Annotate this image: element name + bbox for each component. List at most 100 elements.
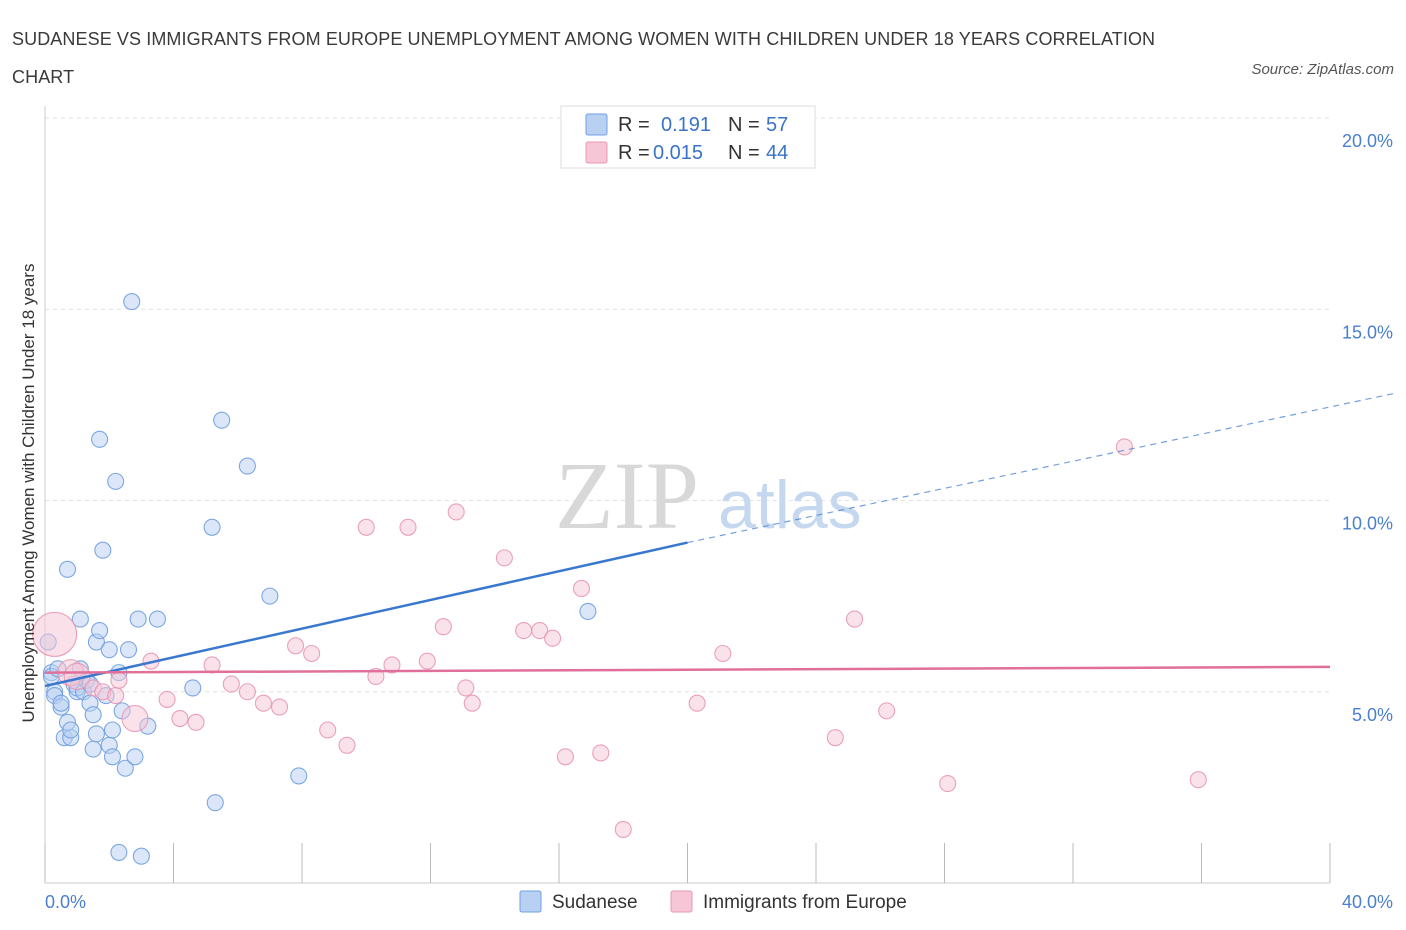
sudanese-point [126,748,144,766]
sudanese-points [39,293,597,865]
sudanese-point [261,587,279,605]
axes [44,106,1331,884]
europe-point [1189,771,1207,789]
europe-point [418,652,436,670]
sudanese-point [58,560,77,578]
grid-lines [45,117,1330,693]
europe-point [107,687,125,705]
legend-n-value-sudanese: 57 [766,114,788,136]
legend-r-label-europe: R = [618,142,650,164]
europe-point [688,694,706,712]
europe-point [110,671,128,689]
sudanese-point [119,641,138,659]
europe-point [714,644,732,663]
sudanese-point [103,721,122,739]
legend-n-value-europe: 44 [766,142,788,164]
sudanese-point [103,748,122,766]
europe-point [238,683,256,701]
sudanese-point [84,706,102,724]
europe-point [187,713,205,731]
sudanese-point [132,847,150,865]
bottom-legend-swatch-europe [670,890,693,913]
europe-point [222,675,240,693]
europe-point [556,748,574,766]
series-legend: Sudanese Immigrants from Europe [519,890,907,913]
legend-swatch-sudanese [585,113,608,136]
europe-point [878,702,896,720]
sudanese-point [148,610,166,628]
europe-point [531,621,549,640]
legend-r-label-sudanese: R = [618,114,650,136]
europe-point [158,690,176,708]
sudanese-point [62,721,80,739]
sudanese-point [71,610,89,628]
europe-point [447,503,465,521]
europe-points [32,438,1207,839]
y-tick-label-2: 15.0% [1342,322,1393,342]
source-label: Source: ZipAtlas.com [1251,61,1394,78]
sudanese-point [87,725,105,743]
europe-point [357,518,375,536]
sudanese-point [129,610,147,628]
chart-title: SUDANESE VS IMMIGRANTS FROM EUROPE UNEMP… [12,29,1156,87]
y-tick-label-3: 20.0% [1342,131,1393,151]
europe-point [367,667,385,686]
europe-point [434,618,452,636]
sudanese-point [52,694,70,712]
europe-point [463,694,481,712]
legend-swatch-europe [585,141,608,164]
europe-point [457,679,475,697]
europe-point [399,518,417,536]
y-tick-label-1: 10.0% [1342,514,1393,534]
sudanese-point [184,679,202,697]
europe-point [845,610,864,628]
europe-point [270,698,289,716]
correlation-legend: R = 0.191 N = 57 R = 0.015 N = 44 [560,105,816,169]
europe-point [383,656,401,674]
y-tick-labels: 5.0% 10.0% 15.0% 20.0% [1342,131,1393,725]
europe-point [544,629,562,647]
legend-r-value-europe: 0.015 [653,142,703,164]
watermark: ZIP atlas [555,442,862,549]
europe-point [338,736,356,754]
europe-point [32,611,78,657]
europe-point [614,820,632,839]
europe-point [254,694,273,712]
europe-point [939,774,957,793]
sudanese-point [91,430,109,448]
sudanese-point [110,843,128,861]
sudanese-point [203,518,221,536]
sudanese-point [579,602,597,620]
europe-point [826,729,844,747]
europe-point [592,744,610,762]
europe-point [319,721,337,739]
europe-point [303,644,321,663]
sudanese-point [91,621,109,640]
europe-point [121,704,149,733]
watermark-zip: ZIP [555,442,699,549]
sudanese-point [123,293,141,311]
sudanese-point [213,411,231,429]
sudanese-point [94,541,112,559]
europe-point [495,549,513,567]
europe-point [171,709,189,728]
europe-point [515,621,533,640]
bottom-legend-europe: Immigrants from Europe [703,892,907,913]
sudanese-point [206,794,224,812]
bottom-legend-sudanese: Sudanese [552,892,638,913]
legend-n-label-sudanese: N = [728,114,760,136]
europe-point [203,656,221,674]
sudanese-point [238,457,256,475]
y-axis-label: Unemployment Among Women with Children U… [19,264,38,723]
watermark-atlas: atlas [718,467,862,543]
sudanese-point [290,767,308,785]
y-tick-label-0: 5.0% [1352,705,1393,725]
x-tick-labels: 0.0% 40.0% [45,892,1393,912]
x-tick-label-1: 40.0% [1342,892,1393,912]
sudanese-point [107,472,125,490]
europe-trend-line [44,665,1331,674]
x-tick-label-0: 0.0% [45,892,86,912]
sudanese-point [84,740,102,758]
legend-r-value-sudanese: 0.191 [661,114,711,136]
